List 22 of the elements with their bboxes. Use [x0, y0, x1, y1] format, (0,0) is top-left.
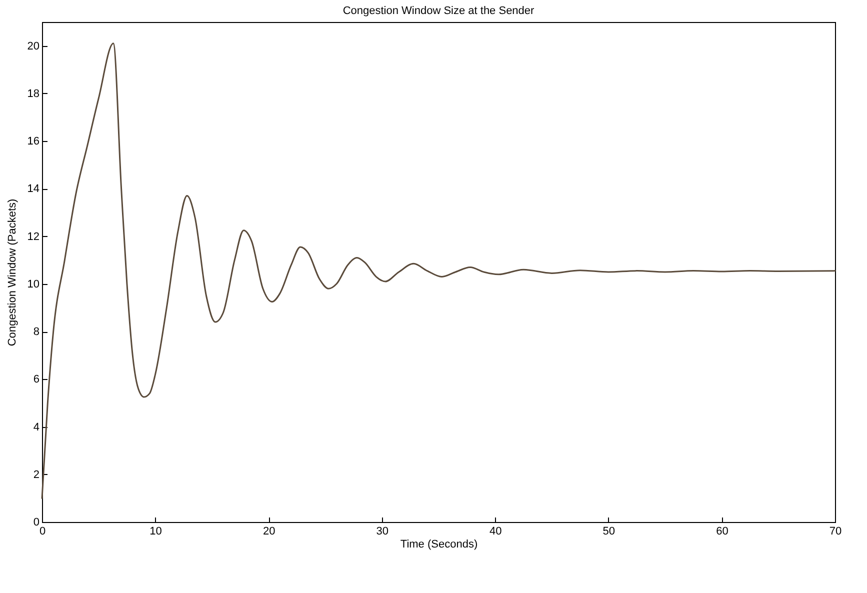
y-tick-label: 14: [27, 183, 40, 196]
y-axis-title: Congestion Window (Packets): [6, 198, 18, 346]
chart-title: Congestion Window Size at the Sender: [342, 5, 535, 17]
y-tick-label: 10: [27, 278, 40, 290]
y-tick-label: 2: [33, 468, 40, 481]
y-tick-label: 8: [33, 326, 40, 338]
x-tick-label: 60: [716, 526, 728, 538]
line-series: [41, 42, 836, 499]
x-tick-label: 70: [829, 526, 842, 538]
y-tick-label: 20: [27, 40, 40, 52]
y-tick-label: 16: [27, 136, 40, 148]
y-tick-label: 6: [33, 374, 40, 386]
x-tick-label: 10: [150, 526, 162, 538]
y-tick-label: 12: [27, 230, 40, 243]
y-tick-label: 18: [27, 88, 40, 100]
x-tick-label: 20: [262, 526, 276, 538]
x-tick-label: 30: [376, 526, 388, 538]
x-axis-title: Time (Seconds): [400, 538, 478, 550]
y-tick-label: 0: [33, 516, 40, 528]
y-tick-label: 4: [33, 421, 40, 434]
x-tick-label: 40: [490, 526, 502, 538]
x-tick-label: 50: [602, 526, 616, 538]
